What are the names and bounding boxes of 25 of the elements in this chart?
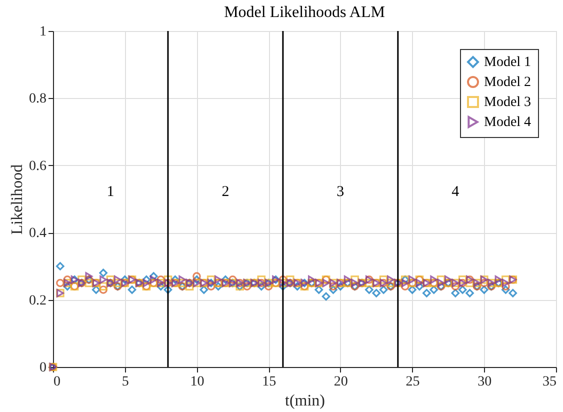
x-axis-title: t(min)	[285, 392, 325, 410]
legend-label: Model 4	[484, 115, 532, 130]
x-tick-label: 30	[478, 374, 492, 390]
y-tick-label: 0.6	[29, 158, 46, 174]
annotation: 2	[222, 184, 230, 200]
annotation: 1	[106, 184, 114, 200]
y-axis-title: Likelihood	[9, 164, 26, 235]
x-tick-label: 0	[54, 374, 60, 390]
x-tick-label: 20	[334, 374, 348, 390]
x-tick-label: 25	[406, 374, 420, 390]
x-tick-label: 15	[262, 374, 276, 390]
legend-label: Model 1	[484, 55, 532, 70]
y-tick-label: 0.2	[29, 293, 46, 308]
y-tick-label: 0.8	[29, 92, 46, 107]
y-tick-label: 0.4	[29, 226, 46, 242]
legend-label: Model 2	[484, 75, 532, 90]
x-tick-label: 5	[122, 374, 129, 390]
chart-title: Model Likelihoods ALM	[224, 4, 385, 21]
y-tick-label: 1	[40, 24, 46, 40]
x-tick-label: 35	[542, 374, 556, 390]
annotation: 3	[336, 184, 344, 200]
annotation: 4	[452, 184, 460, 200]
legend-label: Model 3	[484, 95, 532, 110]
x-tick-label: 10	[190, 374, 204, 390]
y-tick-label: 0	[40, 360, 46, 376]
